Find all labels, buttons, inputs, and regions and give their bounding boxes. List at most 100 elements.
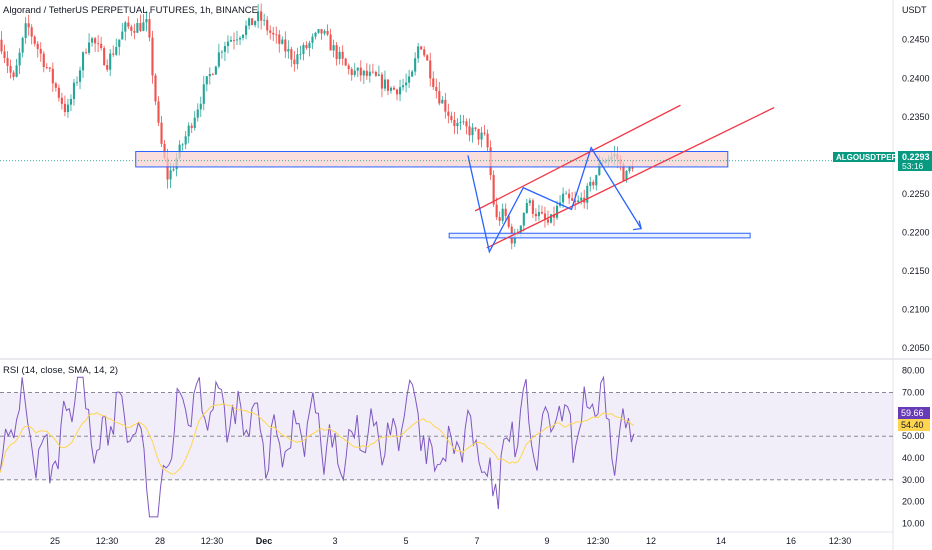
rsi-tick-label: 20.00 xyxy=(902,497,925,507)
candle-body xyxy=(57,87,60,98)
candle xyxy=(220,49,223,59)
candle-body xyxy=(133,30,136,33)
candle xyxy=(290,46,293,67)
candle-body xyxy=(100,43,103,49)
candle-body xyxy=(501,208,504,221)
time-tick-label: 25 xyxy=(50,536,60,546)
candle-body xyxy=(63,103,66,113)
price-tick-label: 0.2100 xyxy=(902,305,930,315)
candle-body xyxy=(565,193,568,195)
candle-body xyxy=(537,211,540,217)
candle-body xyxy=(549,214,553,223)
candle-body xyxy=(429,60,432,79)
candle-body xyxy=(522,212,525,226)
candle-body xyxy=(66,104,69,113)
candle xyxy=(308,40,311,57)
candle-body xyxy=(254,21,257,26)
candle xyxy=(6,51,9,73)
time-tick-label: Dec xyxy=(256,536,273,546)
candle xyxy=(21,36,24,58)
candle xyxy=(57,84,60,102)
time-tick-label: 12 xyxy=(646,536,656,546)
candle xyxy=(365,63,368,80)
candle-body xyxy=(625,171,628,181)
candle xyxy=(130,24,133,37)
candle-body xyxy=(290,49,293,60)
candle xyxy=(374,70,377,77)
candle-body xyxy=(260,11,263,21)
candle-body xyxy=(75,81,79,83)
candle xyxy=(411,69,414,78)
candle-body xyxy=(447,111,450,116)
candle xyxy=(181,142,184,151)
candle xyxy=(317,29,320,34)
candle-body xyxy=(223,46,226,52)
candle-body xyxy=(571,198,574,201)
candle-body xyxy=(154,75,157,102)
candle-body xyxy=(513,234,516,244)
candle-body xyxy=(238,37,242,40)
candle xyxy=(398,79,402,102)
candle-body xyxy=(169,170,172,180)
candle xyxy=(284,31,287,58)
candle xyxy=(347,63,350,75)
candle xyxy=(145,11,148,32)
candle xyxy=(232,32,236,50)
candle-body xyxy=(405,82,408,86)
candle-body xyxy=(568,193,571,199)
candle xyxy=(66,98,69,118)
candle xyxy=(257,4,260,29)
candle xyxy=(36,40,39,58)
rsi-tick-label: 50.00 xyxy=(902,431,925,441)
candle xyxy=(81,51,85,78)
candle xyxy=(184,131,187,150)
sma-last-label-bg xyxy=(898,419,930,431)
candle-body xyxy=(350,69,353,75)
support-zone xyxy=(448,232,751,239)
candle xyxy=(441,95,444,104)
candle xyxy=(121,23,124,40)
candle xyxy=(296,47,299,70)
candle-body xyxy=(631,167,634,169)
candle-body xyxy=(474,127,477,129)
rsi-tick-label: 40.00 xyxy=(902,453,925,463)
candle-body xyxy=(359,67,362,76)
candle-body xyxy=(21,37,24,53)
candle-body xyxy=(432,78,435,87)
projection-path xyxy=(467,146,642,254)
candle xyxy=(444,92,447,119)
candle-body xyxy=(91,38,94,43)
candle xyxy=(420,45,423,51)
candle-body xyxy=(229,39,233,42)
candle xyxy=(408,69,411,89)
candle-body xyxy=(335,45,338,59)
candle-body xyxy=(504,208,507,216)
candle-body xyxy=(36,43,39,49)
price-tick-label: 0.2250 xyxy=(902,189,930,199)
candle xyxy=(63,95,66,117)
candle xyxy=(462,115,465,125)
candle-body xyxy=(622,164,625,181)
candle xyxy=(248,17,251,30)
candle xyxy=(154,73,157,106)
candle-body xyxy=(468,126,471,136)
rsi-sma-line xyxy=(0,403,635,475)
candle-body xyxy=(408,76,411,83)
candle xyxy=(423,46,426,58)
candle-body xyxy=(263,19,266,21)
candle xyxy=(33,35,36,47)
candle xyxy=(75,76,79,86)
candle-body xyxy=(589,181,592,186)
candle xyxy=(402,78,405,91)
candle-body xyxy=(275,34,278,36)
candle-body xyxy=(299,54,302,55)
candle xyxy=(124,20,127,41)
candle-body xyxy=(552,214,556,218)
candle-body xyxy=(278,34,281,44)
candle xyxy=(450,111,453,123)
candle-body xyxy=(48,67,51,69)
candlestick-series xyxy=(0,3,634,250)
candle xyxy=(148,12,151,42)
candle-body xyxy=(546,219,550,223)
